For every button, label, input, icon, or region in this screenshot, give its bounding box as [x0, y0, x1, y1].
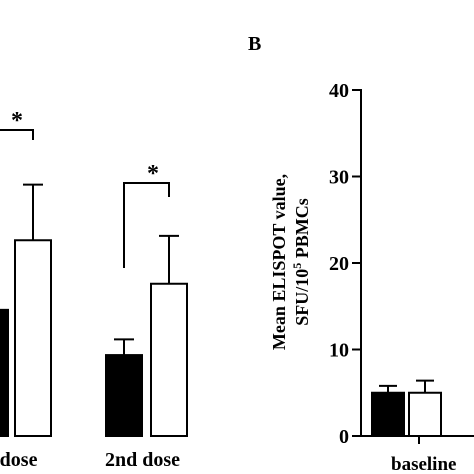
panel-a-bars [0, 183, 188, 438]
x-tick-label-2nd-dose: 2nd dose [105, 449, 180, 471]
significance-star: * [11, 108, 23, 134]
significance-bracket [123, 182, 170, 268]
bar-2nd-dose-series-2 [150, 282, 188, 437]
y-tick-label: 40 [329, 80, 349, 102]
y-tick-label: 30 [329, 167, 349, 189]
x-tick-label-baseline: baseline [391, 454, 456, 474]
y-tick-label: 0 [339, 426, 349, 448]
y-tick-label: 10 [329, 340, 349, 362]
panel-b-bars [371, 379, 442, 437]
bar-2nd-dose-series-1 [105, 354, 143, 437]
significance-bracket [0, 129, 34, 140]
panel-a: ** t dose 2nd dose [0, 108, 188, 471]
y-axis-label-line-1: Mean ELISPOT value, [269, 174, 289, 350]
panel-b-y-ticks: 0 10 20 30 40 [329, 80, 361, 448]
bar-1st-dose-series-1 [0, 308, 9, 438]
bar-1st-dose-series-2 [14, 239, 52, 437]
panel-b-y-axis-label: Mean ELISPOT value, SFU/105 PBMCs [269, 174, 312, 350]
significance-star: * [147, 161, 159, 187]
panel-b: B Mean ELISPOT value, SFU/105 PBMCs 0 10 2… [248, 33, 474, 474]
y-tick-label: 20 [329, 253, 349, 275]
panel-a-significance: ** [0, 108, 170, 268]
bar-baseline-series-1 [371, 391, 405, 437]
panel-b-letter: B [248, 33, 261, 55]
x-tick-label-1st-dose: t dose [0, 449, 38, 471]
bar-baseline-series-2 [408, 391, 442, 437]
y-axis-label-line-2: SFU/105 PBMCs [290, 198, 312, 326]
